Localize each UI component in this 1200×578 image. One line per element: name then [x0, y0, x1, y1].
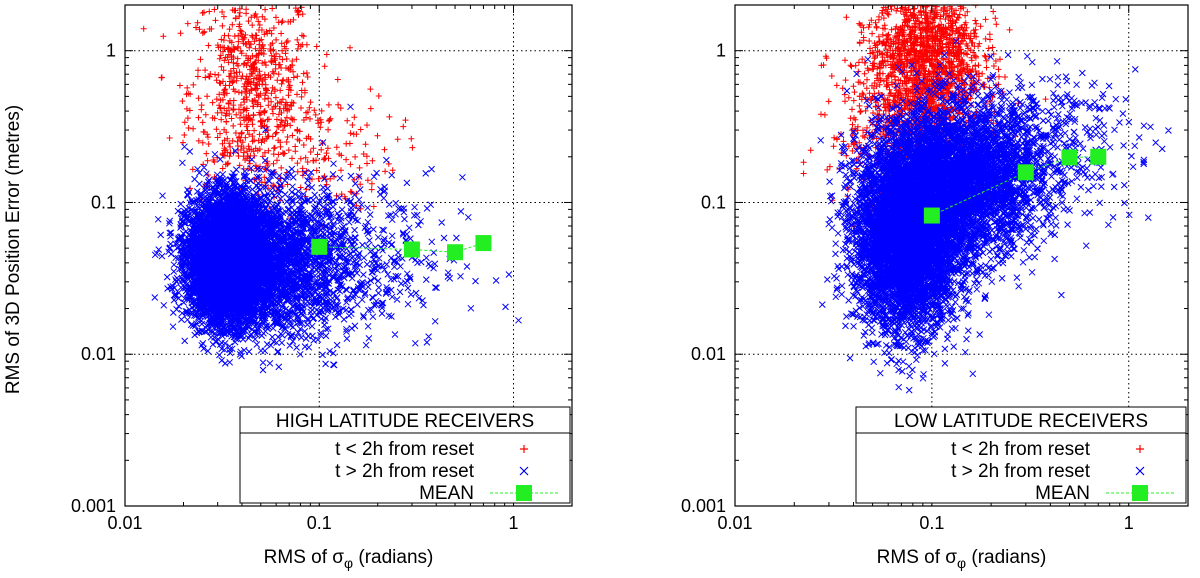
mean-point — [447, 244, 464, 261]
plot-frame — [124, 4, 573, 507]
legend-label: MEAN — [1035, 483, 1090, 504]
legend-marker-plus — [1136, 445, 1144, 453]
legend-marker-cross — [519, 466, 529, 476]
y-tick-label: 0.1 — [701, 192, 726, 212]
legend-title: LOW LATITUDE RECEIVERS — [894, 411, 1148, 432]
series-cross — [151, 103, 522, 374]
series-plus — [140, 5, 416, 307]
x-tick-label: 0.1 — [919, 513, 944, 533]
y-tick-label: 1 — [106, 41, 116, 61]
series-cross — [817, 37, 1172, 394]
x-tick-label: 0.1 — [307, 513, 332, 533]
marker-set — [817, 37, 1172, 394]
points-layer — [800, 5, 1172, 394]
legend-label: t > 2h from reset — [335, 461, 475, 482]
y-tick-label: 0.001 — [681, 496, 726, 516]
legend-marker-cross — [1135, 466, 1145, 476]
legend-marker-square — [1132, 485, 1148, 501]
y-tick-label: 0.01 — [81, 344, 116, 364]
mean-line — [931, 156, 1099, 216]
x-tick-label: 0.01 — [717, 513, 752, 533]
y-tick-label: 0.1 — [91, 192, 116, 212]
marker-set — [140, 5, 416, 307]
points-layer — [140, 5, 522, 374]
marker-set — [151, 103, 522, 374]
mean-point — [311, 238, 328, 255]
legend: HIGH LATITUDE RECEIVERS t < 2h from reset… — [239, 406, 571, 504]
legend-box — [239, 406, 571, 504]
y-tick-label: 1 — [716, 41, 726, 61]
legend-marker-plus — [520, 445, 528, 453]
x-tick-label: 1 — [1124, 513, 1134, 533]
legend-label: MEAN — [419, 483, 474, 504]
legend-box — [855, 406, 1187, 504]
x-tick-label: 0.01 — [107, 513, 142, 533]
mean-point — [403, 241, 420, 258]
plot-frame — [734, 4, 1189, 507]
y-tick-label: 0.01 — [691, 344, 726, 364]
legend-label: t < 2h from reset — [335, 439, 475, 460]
x-axis-label: RMS of σφ (radians) — [877, 547, 1047, 571]
mean-point — [475, 235, 492, 252]
mean-point — [1017, 164, 1034, 181]
mean-point — [923, 207, 940, 224]
mean-point — [1061, 149, 1078, 166]
mean-point — [1090, 148, 1107, 165]
legend-label: t < 2h from reset — [951, 439, 1091, 460]
y-axis-label: RMS of 3D Position Error (metres) — [3, 105, 24, 394]
legend: LOW LATITUDE RECEIVERS t < 2h from resett… — [855, 406, 1187, 504]
legend-marker-square — [516, 485, 532, 501]
legend-label: t > 2h from reset — [951, 461, 1091, 482]
mean-line — [319, 242, 484, 253]
x-axis-label: RMS of σφ (radians) — [264, 547, 434, 571]
legend-title: HIGH LATITUDE RECEIVERS — [276, 411, 534, 432]
y-tick-label: 0.001 — [71, 496, 116, 516]
x-tick-label: 1 — [509, 513, 519, 533]
